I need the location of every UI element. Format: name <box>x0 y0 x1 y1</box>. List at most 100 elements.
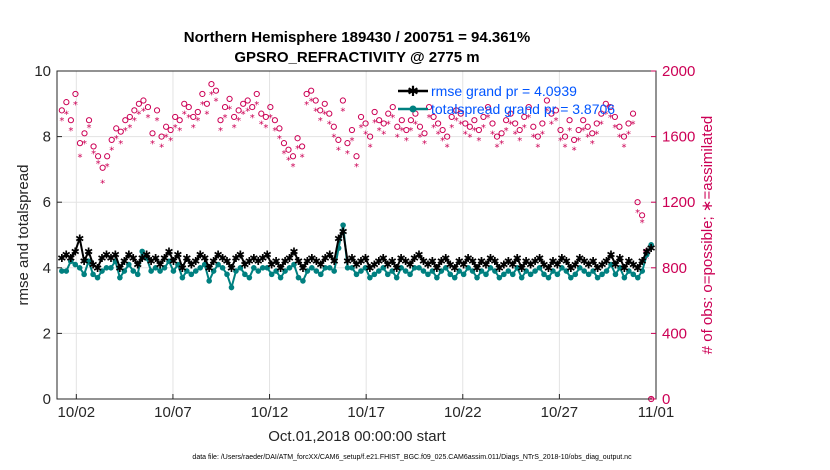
totalspread-point <box>130 268 137 274</box>
rmse-point: ✱ <box>562 255 571 268</box>
rmse-point: ✱ <box>642 245 651 258</box>
obs-possible-point <box>90 143 97 150</box>
totalspread-point <box>648 242 654 248</box>
rmse-point: ✱ <box>557 252 566 265</box>
obs-assimilated-point: * <box>209 90 214 101</box>
rmse-point: ✱ <box>535 252 544 265</box>
y-right-tick-label: 0 <box>662 391 670 408</box>
legend: ✱ rmse grand pr = 4.0939 totalspread gra… <box>398 83 615 117</box>
rmse-point: ✱ <box>321 252 330 265</box>
obs-possible-point <box>199 90 206 98</box>
obs-assimilated-point: * <box>132 116 137 127</box>
obs-assimilated-point: * <box>291 162 296 173</box>
totalspread-point <box>215 261 221 268</box>
obs-possible-point <box>76 140 84 147</box>
obs-assimilated-point: * <box>467 133 472 144</box>
rmse-point: ✱ <box>191 255 200 268</box>
obs-assimilated-point: * <box>599 119 604 130</box>
obs-possible-point <box>475 126 483 134</box>
x-tick-label: 10/12 <box>251 404 289 421</box>
rmse-point: ✱ <box>285 252 294 265</box>
totalspread-point <box>161 265 168 271</box>
obs-possible-point <box>303 90 310 98</box>
totalspread-point <box>509 271 516 278</box>
rmse-point: ✱ <box>620 262 629 275</box>
totalspread-point <box>295 274 302 281</box>
totalspread-point <box>380 265 387 271</box>
obs-possible-point <box>448 113 455 121</box>
rmse-point: ✱ <box>575 252 584 265</box>
obs-assimilated-point: * <box>576 136 581 147</box>
obs-possible-point <box>629 110 637 117</box>
obs-possible-point <box>507 110 514 117</box>
rmse-point: ✱ <box>240 259 249 272</box>
rmse-point: ✱ <box>571 259 580 272</box>
obs-possible-point <box>607 103 614 111</box>
totalspread-point <box>612 271 619 278</box>
obs-possible-point <box>530 123 537 130</box>
obs-possible-point <box>498 130 505 137</box>
obs-assimilated-point: * <box>431 123 436 134</box>
obs-possible-point <box>385 110 392 117</box>
obs-possible-point <box>552 107 560 114</box>
obs-assimilated-point: * <box>345 149 350 160</box>
totalspread-point <box>384 271 391 278</box>
rmse-point: ✱ <box>589 255 598 268</box>
obs-possible-point <box>208 81 215 88</box>
rmse-point: ✱ <box>66 252 75 265</box>
obs-possible-point <box>353 153 360 160</box>
totalspread-point <box>402 268 409 274</box>
x-tick-label: 10/07 <box>154 404 192 421</box>
totalspread-point <box>630 271 637 278</box>
totalspread-point <box>81 271 87 278</box>
totalspread-point <box>59 268 65 274</box>
rmse-point: ✱ <box>517 262 526 275</box>
obs-possible-point <box>367 133 374 140</box>
obs-possible-point <box>435 120 442 127</box>
obs-assimilated-point: * <box>327 119 332 130</box>
obs-assimilated-point: * <box>331 133 336 144</box>
totalspread-point <box>438 268 445 274</box>
rmse-point: ✱ <box>495 262 504 275</box>
rmse-point: ✱ <box>84 245 93 258</box>
rmse-point: ✱ <box>254 255 263 268</box>
obs-possible-point <box>593 120 600 127</box>
obs-possible-point <box>108 136 115 143</box>
obs-assimilated-point: * <box>390 113 395 124</box>
totalspread-point <box>568 274 574 281</box>
obs-assimilated-point: * <box>572 146 577 157</box>
obs-assimilated-point: * <box>544 106 549 117</box>
obs-possible-point <box>439 126 446 134</box>
totalspread-point <box>326 265 333 271</box>
obs-assimilated-point: * <box>458 119 463 130</box>
rmse-point: ✱ <box>611 259 620 272</box>
obs-possible-point <box>398 117 405 124</box>
obs-assimilated-point: * <box>168 136 173 147</box>
totalspread-point <box>233 268 239 274</box>
legend-spread-marker <box>409 105 417 113</box>
rmse-point: ✱ <box>249 252 258 265</box>
obs-assimilated-point: * <box>526 113 531 124</box>
totalspread-point <box>90 271 96 278</box>
rmse-point: ✱ <box>419 255 428 268</box>
rmse-point: ✱ <box>272 255 281 268</box>
totalspread-point <box>590 268 596 274</box>
rmse-point: ✱ <box>338 226 347 239</box>
rmse-point: ✱ <box>606 249 615 262</box>
obs-possible-point <box>321 100 328 107</box>
obs-possible-point <box>620 133 628 140</box>
x-tick-label: 10/22 <box>444 404 482 421</box>
rmse-point: ✱ <box>437 255 446 268</box>
rmse-point: ✱ <box>182 252 191 265</box>
totalspread-point <box>416 265 422 271</box>
rmse-point: ✱ <box>397 252 406 265</box>
obs-assimilated-point: * <box>186 113 191 124</box>
obs-possible-point <box>113 125 120 132</box>
obs-assimilated-point: * <box>436 129 441 140</box>
obs-assimilated-point: * <box>445 142 450 153</box>
obs-assimilated-point: * <box>245 106 250 117</box>
plot-frame <box>56 70 657 400</box>
obs-assimilated-point: * <box>499 139 504 150</box>
rmse-point: ✱ <box>486 252 495 265</box>
totalspread-point <box>313 268 320 274</box>
